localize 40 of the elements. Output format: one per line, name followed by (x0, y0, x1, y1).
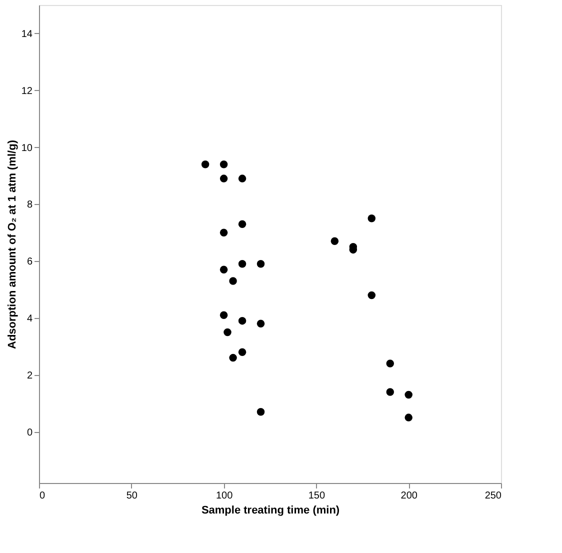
point (220, 311, 228, 319)
y-tick-label: 6 (26, 256, 33, 268)
point (238, 316, 246, 325)
point (220, 266, 228, 274)
point (256, 408, 265, 416)
point (238, 348, 246, 356)
y-tick-label: 8 (26, 200, 33, 211)
y-tick-label: 2 (26, 370, 33, 382)
y-tick-label: 4 (26, 313, 33, 324)
y-tick-label: 10 (21, 142, 33, 154)
point (386, 360, 394, 368)
y-tick-label: 12 (21, 86, 33, 97)
point (229, 354, 237, 362)
point (201, 160, 210, 168)
point (220, 160, 228, 168)
point (238, 260, 246, 268)
x-tick-label: 50 (126, 490, 138, 502)
x-tick-label: 0 (40, 490, 46, 502)
x-tick-label: 250 (484, 490, 502, 502)
point (229, 277, 237, 285)
y-tick-label: 14 (21, 28, 33, 40)
y-tick-label: 0 (26, 427, 33, 438)
point (256, 320, 265, 328)
point (238, 220, 246, 228)
point (386, 388, 394, 396)
point (224, 328, 232, 336)
point (368, 214, 376, 222)
x-tick-label: 200 (400, 490, 418, 502)
point (256, 260, 265, 268)
x-tick-label: 150 (308, 490, 326, 502)
point (220, 228, 228, 236)
point (238, 174, 246, 182)
point (404, 414, 412, 422)
x-tick-label: 100 (216, 490, 234, 502)
point (330, 237, 339, 246)
point (404, 390, 412, 399)
y-axis-title: Adsorption amount of O₂ at 1 atm (ml/g) (6, 140, 18, 349)
x-axis-title: Sample treating time (min) (201, 504, 340, 516)
point (368, 291, 376, 300)
point (220, 174, 228, 182)
